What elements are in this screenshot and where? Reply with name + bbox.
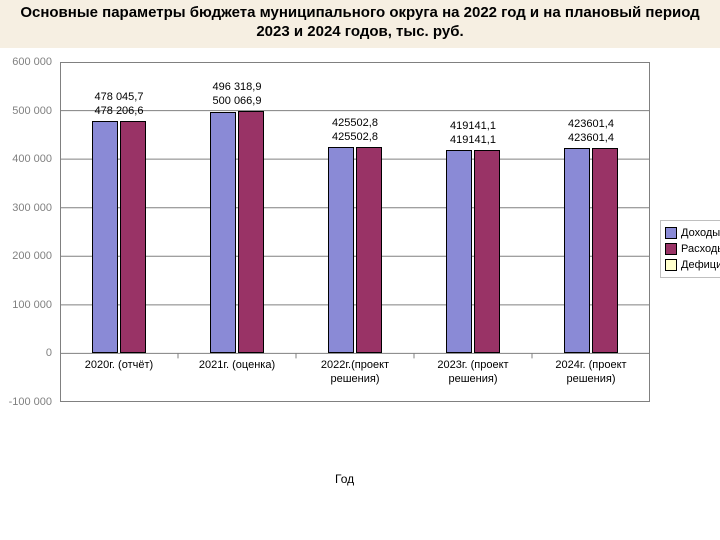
- y-tick-label: 500 000: [2, 105, 52, 117]
- data-label-expense: 500 066,9: [213, 95, 262, 107]
- data-label-expense: 423601,4: [568, 132, 614, 144]
- y-tick-label: 600 000: [2, 56, 52, 68]
- data-label-expense: 419141,1: [450, 134, 496, 146]
- legend-swatch-income: [665, 227, 677, 239]
- data-label-income: 423601,4: [568, 118, 614, 130]
- data-label-expense: 478 206,6: [95, 105, 144, 117]
- x-tick-label: 2024г. (проектрешения): [532, 359, 650, 385]
- legend-label: Дефицит: [681, 259, 720, 271]
- data-label-income: 425502,8: [332, 117, 378, 129]
- chart-legend: Доходы Расходы Дефицит: [660, 220, 720, 278]
- bar-income: [92, 121, 118, 353]
- x-tick-label: 2021г. (оценка): [178, 359, 296, 372]
- page-title: Основные параметры бюджета муниципальног…: [0, 0, 720, 48]
- bar-income: [210, 112, 236, 353]
- bar-expense: [592, 148, 618, 354]
- legend-swatch-deficit: [665, 259, 677, 271]
- y-tick-label: -100 000: [2, 396, 52, 408]
- bar-expense: [120, 121, 146, 353]
- bar-expense: [474, 150, 500, 354]
- data-label-income: 496 318,9: [213, 81, 262, 93]
- x-tick-label: 2020г. (отчёт): [60, 359, 178, 372]
- x-axis-title: Год: [335, 472, 354, 486]
- bar-income: [564, 148, 590, 354]
- legend-item-deficit: Дефицит: [665, 257, 720, 273]
- bar-income: [446, 150, 472, 354]
- bar-expense: [238, 111, 264, 354]
- data-label-expense: 425502,8: [332, 131, 378, 143]
- x-tick-label: 2022г.(проектрешения): [296, 359, 414, 385]
- legend-label: Доходы: [681, 227, 720, 239]
- y-tick-label: 400 000: [2, 153, 52, 165]
- data-label-income: 478 045,7: [95, 91, 144, 103]
- y-tick-label: 0: [2, 347, 52, 359]
- legend-item-income: Доходы: [665, 225, 720, 241]
- legend-item-expense: Расходы: [665, 241, 720, 257]
- legend-label: Расходы: [681, 243, 720, 255]
- y-tick-label: 200 000: [2, 250, 52, 262]
- legend-swatch-expense: [665, 243, 677, 255]
- data-label-income: 419141,1: [450, 120, 496, 132]
- y-tick-label: 100 000: [2, 299, 52, 311]
- bar-income: [328, 147, 354, 354]
- budget-chart: -100 000 0 100 000 200 000 300 000 400 000 500…: [0, 52, 720, 540]
- x-tick-label: 2023г. (проектрешения): [414, 359, 532, 385]
- bar-expense: [356, 147, 382, 354]
- y-tick-label: 300 000: [2, 202, 52, 214]
